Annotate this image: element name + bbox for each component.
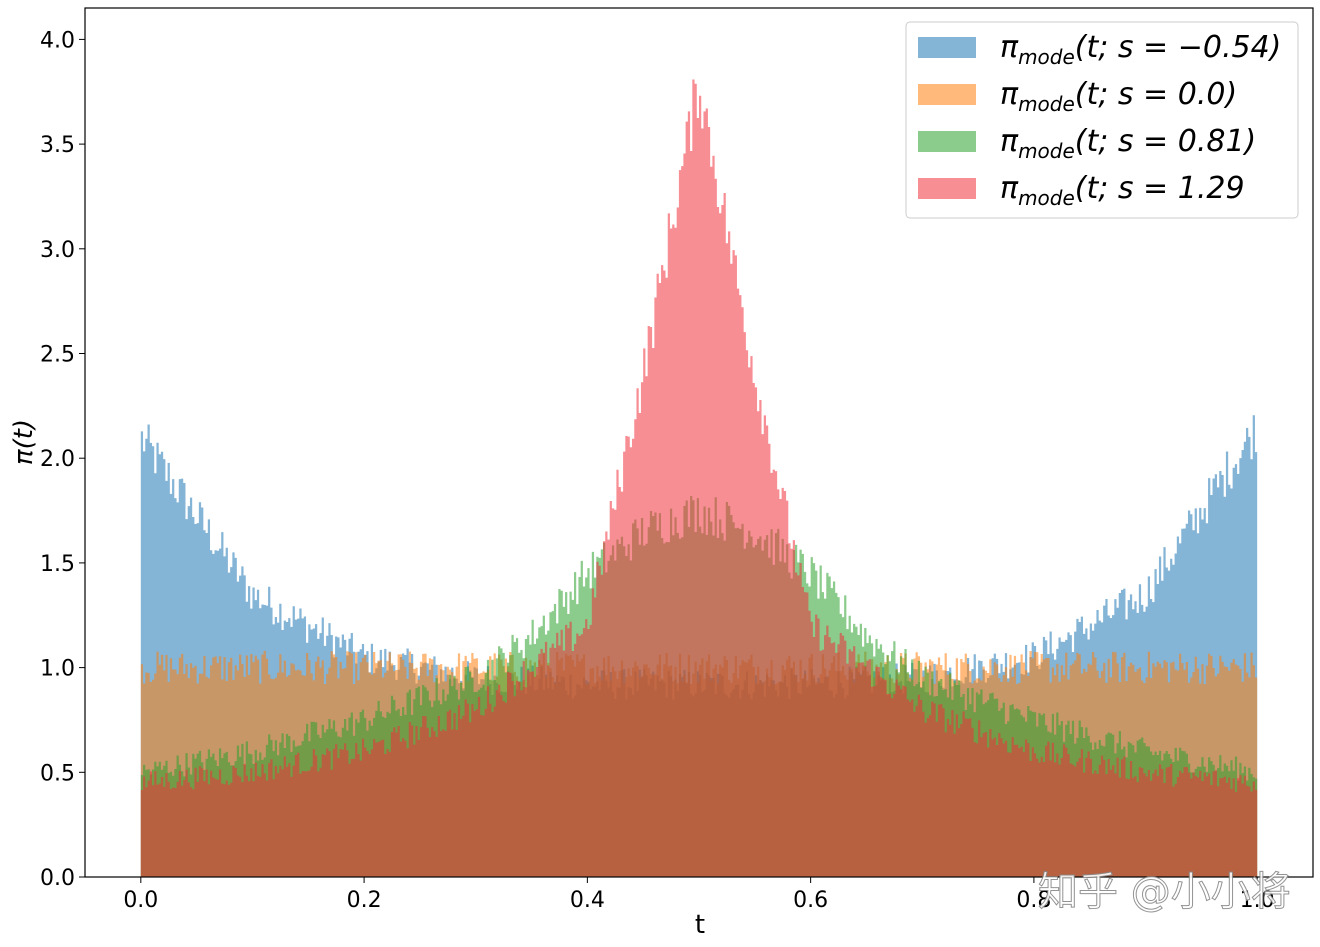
legend-subscript: mode bbox=[1018, 186, 1075, 210]
legend-box bbox=[905, 21, 1299, 219]
x-tick-label: 1.0 bbox=[1240, 888, 1275, 913]
legend-label: πmode(t; s = 1.29 bbox=[1000, 171, 1245, 210]
series-3-histogram bbox=[140, 79, 1258, 878]
y-tick-label: 4.0 bbox=[40, 28, 75, 53]
legend-swatch bbox=[918, 178, 976, 199]
x-tick-label: 0.6 bbox=[793, 888, 828, 913]
y-axis-ticks: 0.0 0.5 1.0 1.5 2.0 2.5 3.0 3.5 4.0 bbox=[40, 28, 85, 891]
legend-subscript: mode bbox=[1018, 92, 1075, 116]
legend-swatch bbox=[918, 131, 976, 152]
legend-symbol: π bbox=[1000, 30, 1019, 65]
y-tick-label: 3.5 bbox=[40, 133, 75, 158]
legend-subscript: mode bbox=[1018, 139, 1075, 163]
legend-args: (t; s = 1.29 bbox=[1075, 171, 1245, 206]
y-tick-label: 0.5 bbox=[40, 761, 75, 786]
y-tick-label: 2.5 bbox=[40, 343, 75, 368]
histogram-bars bbox=[140, 79, 1258, 878]
legend-label: πmode(t; s = 0.0) bbox=[1000, 77, 1237, 116]
plot-frame bbox=[84, 7, 1314, 878]
y-tick-label: 1.5 bbox=[40, 552, 75, 577]
legend-label: πmode(t; s = −0.54) bbox=[1000, 30, 1281, 69]
watermark: 知乎 @小小将 bbox=[1038, 869, 1291, 915]
x-tick-label: 0.2 bbox=[347, 888, 382, 913]
x-tick-label: 0.8 bbox=[1016, 888, 1051, 913]
series-3-bars bbox=[140, 79, 1258, 878]
x-tick-label: 0.0 bbox=[123, 888, 158, 913]
x-tick-label: 0.4 bbox=[570, 888, 605, 913]
legend-args: (t; s = −0.54) bbox=[1075, 30, 1282, 65]
y-axis-label: π(t) bbox=[9, 419, 39, 465]
y-tick-label: 1.0 bbox=[40, 657, 75, 682]
legend-swatch bbox=[918, 84, 976, 105]
legend-args: (t; s = 0.81) bbox=[1075, 124, 1256, 159]
y-tick-label: 0.0 bbox=[40, 866, 75, 891]
legend-symbol: π bbox=[1000, 77, 1019, 112]
legend-args: (t; s = 0.0) bbox=[1075, 77, 1237, 112]
x-axis-ticks: 0.0 0.2 0.4 0.6 0.8 1.0 bbox=[123, 877, 1275, 913]
x-axis-label: t bbox=[695, 910, 705, 940]
y-tick-label: 3.0 bbox=[40, 238, 75, 263]
legend-swatch bbox=[918, 37, 976, 58]
y-tick-label: 2.0 bbox=[40, 447, 75, 472]
legend-symbol: π bbox=[1000, 124, 1019, 159]
legend-symbol: π bbox=[1000, 171, 1019, 206]
legend: πmode(t; s = −0.54)πmode(t; s = 0.0)πmod… bbox=[905, 21, 1299, 219]
legend-subscript: mode bbox=[1018, 45, 1075, 69]
legend-label: πmode(t; s = 0.81) bbox=[1000, 124, 1256, 163]
